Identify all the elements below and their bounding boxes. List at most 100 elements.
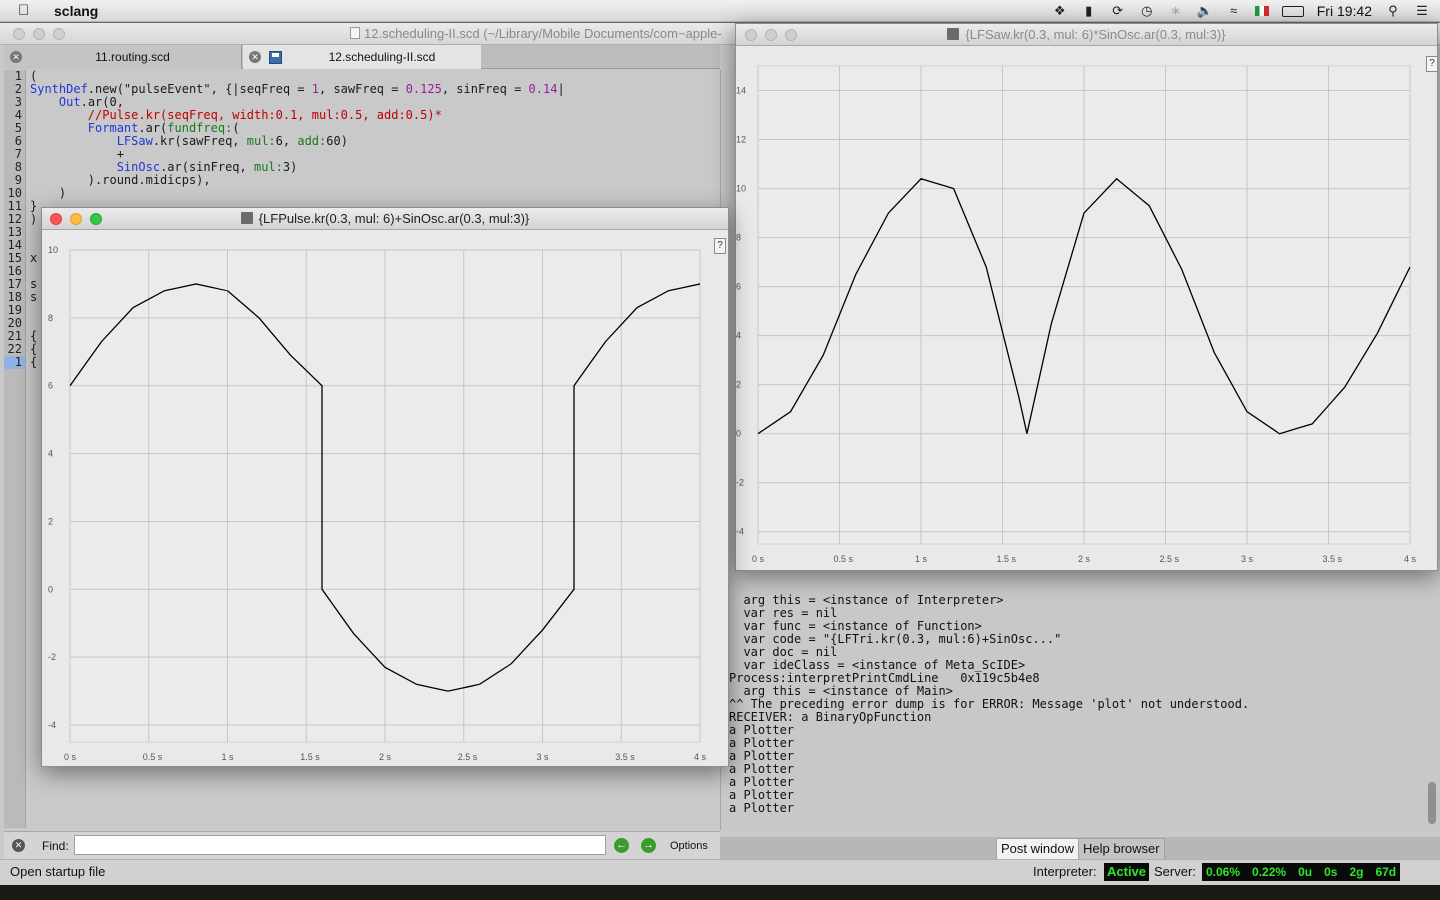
server-peak-cpu: 0.22% — [1252, 865, 1287, 879]
code-line[interactable]: ).round.midicps), — [30, 173, 211, 187]
minimize-window-button[interactable] — [70, 213, 82, 225]
code-line[interactable]: LFSaw.kr(sawFreq, mul:6, add:60) — [116, 134, 348, 148]
code-line[interactable]: ) — [30, 186, 67, 200]
post-line: var ideClass = <instance of Meta_ScIDE> — [729, 658, 1026, 672]
plotter-icon — [947, 28, 960, 40]
x-tick-label: 3 s — [537, 752, 550, 762]
code-line[interactable]: { — [30, 329, 38, 343]
battery-icon[interactable] — [1281, 5, 1304, 17]
post-line: a Plotter — [729, 723, 795, 737]
app-name-menu[interactable]: sclang — [54, 2, 99, 19]
code-line[interactable]: } — [30, 199, 38, 213]
code-line[interactable]: { — [30, 342, 38, 356]
code-line[interactable]: { — [30, 355, 38, 369]
notification-center-icon[interactable]: ☰ — [1416, 3, 1428, 18]
post-line: a Plotter — [729, 788, 795, 802]
code-line[interactable]: s — [30, 290, 38, 304]
close-window-button[interactable] — [13, 28, 25, 40]
close-window-button[interactable] — [50, 213, 62, 225]
post-line: a Plotter — [729, 801, 795, 815]
post-line: a Plotter — [729, 736, 795, 750]
plot-title: {LFSaw.kr(0.3, mul: 6)*SinOsc.ar(0.3, mu… — [965, 27, 1226, 42]
x-tick-label: 1 s — [222, 752, 235, 762]
code-line[interactable]: SynthDef.new("pulseEvent", {|seqFreq = 1… — [30, 82, 565, 96]
save-icon[interactable] — [269, 51, 282, 64]
find-input[interactable] — [74, 835, 606, 855]
plotter-icon — [240, 212, 253, 224]
y-tick-label: 4 — [736, 331, 741, 341]
wifi-icon[interactable]: ≈ — [1230, 3, 1238, 18]
minimize-window-button[interactable] — [33, 28, 45, 40]
code-line[interactable]: Out.ar(0, — [58, 95, 124, 109]
line-number: 7 — [14, 147, 22, 161]
plot-help-button[interactable]: ? — [714, 238, 726, 254]
plot-chart-lfpulse: 0 s 0.5 s 1 s 1.5 s 2 s 2.5 s 3 s 3.5 s 4 s 10 8 6 4… — [48, 245, 707, 762]
spotlight-search-icon[interactable]: ⚲ — [1388, 3, 1398, 18]
post-line: Process:interpretPrintCmdLine 0x119c5b4e… — [729, 671, 1040, 685]
plot-window-lfpulse[interactable]: {LFPulse.kr(0.3, mul: 6)+SinOsc.ar(0.3, … — [41, 207, 729, 767]
tab-routing[interactable]: ✕ 11.routing.scd — [4, 45, 242, 69]
y-tick-label: -2 — [48, 652, 56, 662]
server-stats[interactable]: 0.06% 0.22% 0u 0s 2g 67d — [1202, 863, 1401, 881]
find-label: Find: — [42, 839, 69, 853]
find-previous-icon[interactable]: ← — [614, 838, 629, 853]
post-vertical-scrollbar[interactable] — [1428, 782, 1436, 824]
dropbox-icon[interactable]: ❖ — [1053, 3, 1066, 18]
code-line[interactable]: s — [30, 277, 38, 291]
dock-tab-bar: Post window Help browser — [720, 837, 1440, 859]
post-line: var res = nil — [729, 606, 838, 620]
x-tick-label: 4 s — [694, 752, 707, 762]
plot-window-lfsaw[interactable]: {LFSaw.kr(0.3, mul: 6)*SinOsc.ar(0.3, mu… — [735, 23, 1438, 571]
find-options-button[interactable]: Options — [670, 840, 708, 852]
menu-clock[interactable]: Fri 19:42 — [1316, 3, 1372, 19]
bluetooth-icon[interactable]: ∗ — [1170, 3, 1182, 18]
server-ugens: 0u — [1298, 865, 1313, 879]
y-tick-label: 8 — [48, 313, 53, 323]
close-tab-icon[interactable]: ✕ — [249, 51, 261, 63]
ide-window-title: 12.scheduling-II.scd (~/Library/Mobile D… — [350, 26, 722, 41]
find-next-icon[interactable]: → — [641, 838, 656, 853]
bookmark-icon[interactable]: ▮ — [1085, 3, 1093, 18]
zoom-window-button[interactable] — [53, 28, 65, 40]
zoom-window-button[interactable] — [785, 29, 797, 41]
sync-icon[interactable]: ⟳ — [1112, 3, 1124, 18]
code-line[interactable]: //Pulse.kr(seqFreq, width:0.1, mul:0.5, … — [87, 108, 442, 122]
y-tick-label: 6 — [48, 381, 53, 391]
close-tab-icon[interactable]: ✕ — [10, 51, 22, 63]
close-find-icon[interactable]: ✕ — [12, 839, 25, 852]
time-machine-icon[interactable]: ◷ — [1141, 3, 1153, 18]
interpreter-status-badge[interactable]: Active — [1104, 863, 1150, 881]
minimize-window-button[interactable] — [765, 29, 777, 41]
tab-scheduling[interactable]: ✕ 12.scheduling-II.scd — [243, 45, 481, 69]
line-number: 3 — [14, 95, 22, 109]
close-window-button[interactable] — [745, 29, 757, 41]
volume-icon[interactable]: 🔈 — [1196, 3, 1213, 18]
code-line[interactable]: SinOsc.ar(sinFreq, mul:3) — [116, 160, 298, 174]
plot-help-button[interactable]: ? — [1426, 56, 1438, 72]
x-tick-label: 2.5 s — [1160, 554, 1180, 564]
apple-menu-icon[interactable]:  — [18, 2, 40, 19]
tab-help-browser[interactable]: Help browser — [1078, 838, 1165, 859]
code-line[interactable]: Formant.ar(fundfreq:( — [87, 121, 240, 135]
server-groups: 2g — [1349, 865, 1364, 879]
code-line[interactable]: x — [30, 251, 38, 265]
line-number: 9 — [14, 173, 22, 187]
code-text[interactable]: (SynthDef.new("pulseEvent", {|seqFreq = … — [30, 70, 718, 828]
line-number: 14 — [7, 238, 22, 252]
code-line[interactable]: ( — [30, 69, 38, 83]
flag-icon[interactable] — [1254, 6, 1269, 16]
open-startup-file-link[interactable]: Open startup file — [10, 864, 106, 879]
line-number: 10 — [7, 186, 22, 200]
line-number: 13 — [7, 225, 22, 239]
y-tick-label: 14 — [736, 86, 746, 96]
code-line[interactable]: + — [30, 147, 124, 161]
interpreter-label: Interpreter: — [1033, 864, 1097, 879]
zoom-window-button[interactable] — [90, 213, 102, 225]
tab-post-window[interactable]: Post window — [996, 838, 1079, 859]
y-tick-label: 2 — [736, 380, 741, 390]
x-tick-label: 0 s — [64, 752, 77, 762]
plot-chart-lfsaw: 0 s 0.5 s 1 s 1.5 s 2 s 2.5 s 3 s 3.5 s 4 s 14 12 1… — [736, 65, 1417, 564]
line-number: 16 — [7, 264, 22, 278]
plot-title-bar: {LFSaw.kr(0.3, mul: 6)*SinOsc.ar(0.3, mu… — [736, 24, 1437, 46]
code-line[interactable]: ) — [30, 212, 38, 226]
